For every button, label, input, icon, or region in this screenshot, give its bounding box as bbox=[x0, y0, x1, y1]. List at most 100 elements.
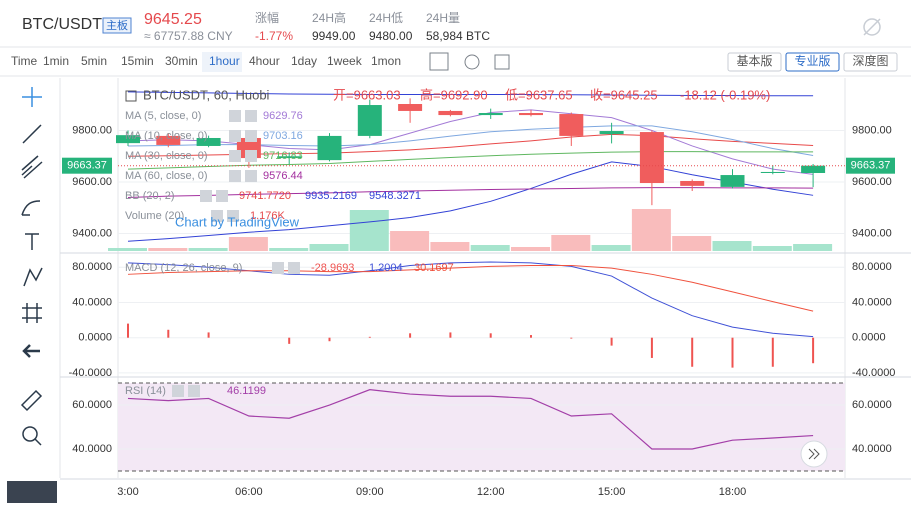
legend-icon[interactable] bbox=[211, 210, 223, 222]
legend-value: 9716.83 bbox=[263, 150, 303, 162]
interval-button[interactable]: 1hour bbox=[209, 54, 240, 68]
candle-body bbox=[478, 113, 503, 116]
volume-bar bbox=[470, 245, 510, 251]
fib-tool[interactable] bbox=[21, 155, 43, 179]
legend-value: -28.9693 bbox=[311, 262, 354, 274]
watermark: Chart by TradingView bbox=[175, 214, 300, 229]
macd-histogram-bar bbox=[288, 337, 291, 344]
last-price-label: 9663.37 bbox=[851, 160, 891, 172]
legend-value: 9741.7720 bbox=[239, 190, 291, 202]
y-tick-label: 9600.00 bbox=[852, 176, 892, 188]
macd-histogram-bar bbox=[328, 337, 331, 342]
interval-button[interactable]: 5min bbox=[81, 54, 107, 68]
candle-body bbox=[519, 113, 543, 116]
interval-button[interactable]: 4hour bbox=[249, 54, 280, 68]
volume-bar bbox=[672, 236, 712, 251]
interval-button[interactable]: 1mon bbox=[371, 54, 401, 68]
zoom-tool-handle bbox=[34, 438, 42, 446]
measure-tool[interactable] bbox=[22, 303, 42, 323]
stat-value: 9949.00 bbox=[312, 29, 356, 43]
legend-icon[interactable] bbox=[288, 262, 300, 274]
legend-icon[interactable] bbox=[245, 110, 257, 122]
interval-button[interactable]: Time bbox=[11, 54, 38, 68]
collapse-icon[interactable] bbox=[125, 90, 137, 102]
stat-label: 24H量 bbox=[426, 11, 460, 25]
legend-name: MA (10, close, 0) bbox=[125, 130, 208, 142]
version-button[interactable]: 专业版 bbox=[794, 53, 830, 68]
macd-histogram-bar bbox=[167, 329, 170, 338]
macd-histogram-bar bbox=[530, 335, 532, 338]
ohlc-legend: 低=9637.65 bbox=[505, 87, 573, 102]
legend-icon[interactable] bbox=[245, 170, 257, 182]
candle-body bbox=[760, 171, 785, 173]
interval-button[interactable]: 30min bbox=[165, 54, 198, 68]
legend-icon[interactable] bbox=[216, 190, 228, 202]
toolbar: Time 1min 5min 15min 30min 1hour 4hour 1day 1wee… bbox=[11, 52, 898, 72]
macd-histogram-bar bbox=[731, 337, 734, 368]
legend-icon[interactable] bbox=[229, 150, 241, 162]
x-tick-label: 18:00 bbox=[719, 486, 747, 498]
legend-icon[interactable] bbox=[245, 130, 257, 142]
stat-label: 涨幅 bbox=[255, 10, 279, 25]
text-tool[interactable] bbox=[25, 233, 39, 250]
legend-icon[interactable] bbox=[229, 170, 241, 182]
macd-histogram-bar bbox=[207, 332, 210, 338]
legend-icon[interactable] bbox=[227, 210, 239, 222]
legend-icon[interactable] bbox=[188, 385, 200, 397]
ohlc-legend: 开=9663.03 bbox=[333, 87, 401, 102]
macd-line bbox=[127, 261, 814, 338]
candle-body bbox=[156, 135, 181, 145]
eye-off-icon[interactable] bbox=[863, 18, 881, 36]
legend-name: BB (20, 2) bbox=[125, 190, 175, 202]
legend-icon[interactable] bbox=[172, 385, 184, 397]
volume-bar bbox=[793, 244, 833, 251]
badge: 主板 bbox=[106, 18, 128, 32]
volume-bar bbox=[390, 231, 430, 251]
brush-tool[interactable] bbox=[21, 200, 41, 216]
last-price-tag bbox=[62, 157, 112, 174]
volume-bar bbox=[108, 248, 147, 251]
zoom-tool[interactable] bbox=[22, 426, 38, 442]
y-tick-label: -40.0000 bbox=[69, 367, 112, 379]
bb-line bbox=[127, 161, 814, 242]
scroll-button[interactable] bbox=[800, 440, 828, 468]
legend-icon[interactable] bbox=[200, 190, 212, 202]
y-tick-label: -40.0000 bbox=[852, 367, 895, 379]
x-tick-label: 06:00 bbox=[235, 486, 263, 498]
pattern-tool[interactable] bbox=[23, 267, 43, 287]
candle-body bbox=[680, 180, 705, 186]
y-tick-label: 80.0000 bbox=[852, 261, 892, 273]
legend-icon[interactable] bbox=[245, 150, 257, 162]
version-button[interactable]: 基本版 bbox=[736, 54, 772, 68]
interval-button[interactable]: 15min bbox=[121, 54, 154, 68]
icon-shape bbox=[464, 54, 480, 70]
cny-price: ≈ 67757.88 CNY bbox=[144, 29, 233, 43]
legend-name: MA (5, close, 0) bbox=[125, 110, 201, 122]
version-button-box bbox=[843, 52, 898, 72]
candle-body bbox=[720, 175, 745, 187]
line-tool[interactable] bbox=[22, 124, 42, 144]
interval-button[interactable]: 1week bbox=[327, 54, 363, 68]
legend-icon[interactable] bbox=[272, 262, 284, 274]
x-tick-label: 12:00 bbox=[477, 486, 505, 498]
version-button-box bbox=[727, 52, 782, 72]
macd-histogram-bar bbox=[691, 337, 694, 367]
candle-body bbox=[277, 156, 302, 159]
version-button[interactable]: 深度图 bbox=[852, 53, 888, 68]
ma-line bbox=[127, 187, 814, 198]
back-tool[interactable] bbox=[22, 344, 40, 358]
interval-button[interactable]: 1min bbox=[43, 54, 69, 68]
legend-icon[interactable] bbox=[229, 130, 241, 142]
ruler-tool[interactable] bbox=[20, 389, 43, 412]
legend-value: 46.1199 bbox=[227, 385, 266, 397]
last-price-label: 9663.37 bbox=[67, 160, 107, 172]
legend-name: Volume (20) bbox=[125, 210, 184, 222]
y-tick-label: 40.0000 bbox=[72, 443, 112, 455]
interval-button[interactable]: 1day bbox=[291, 54, 317, 68]
volume-bar bbox=[188, 248, 228, 251]
legend-value: 9629.76 bbox=[263, 110, 303, 122]
crosshair-tool[interactable] bbox=[22, 87, 42, 107]
legend-icon[interactable] bbox=[229, 110, 241, 122]
stat-value: 9480.00 bbox=[369, 29, 413, 43]
legend-name: MA (30, close, 0) bbox=[125, 150, 208, 162]
